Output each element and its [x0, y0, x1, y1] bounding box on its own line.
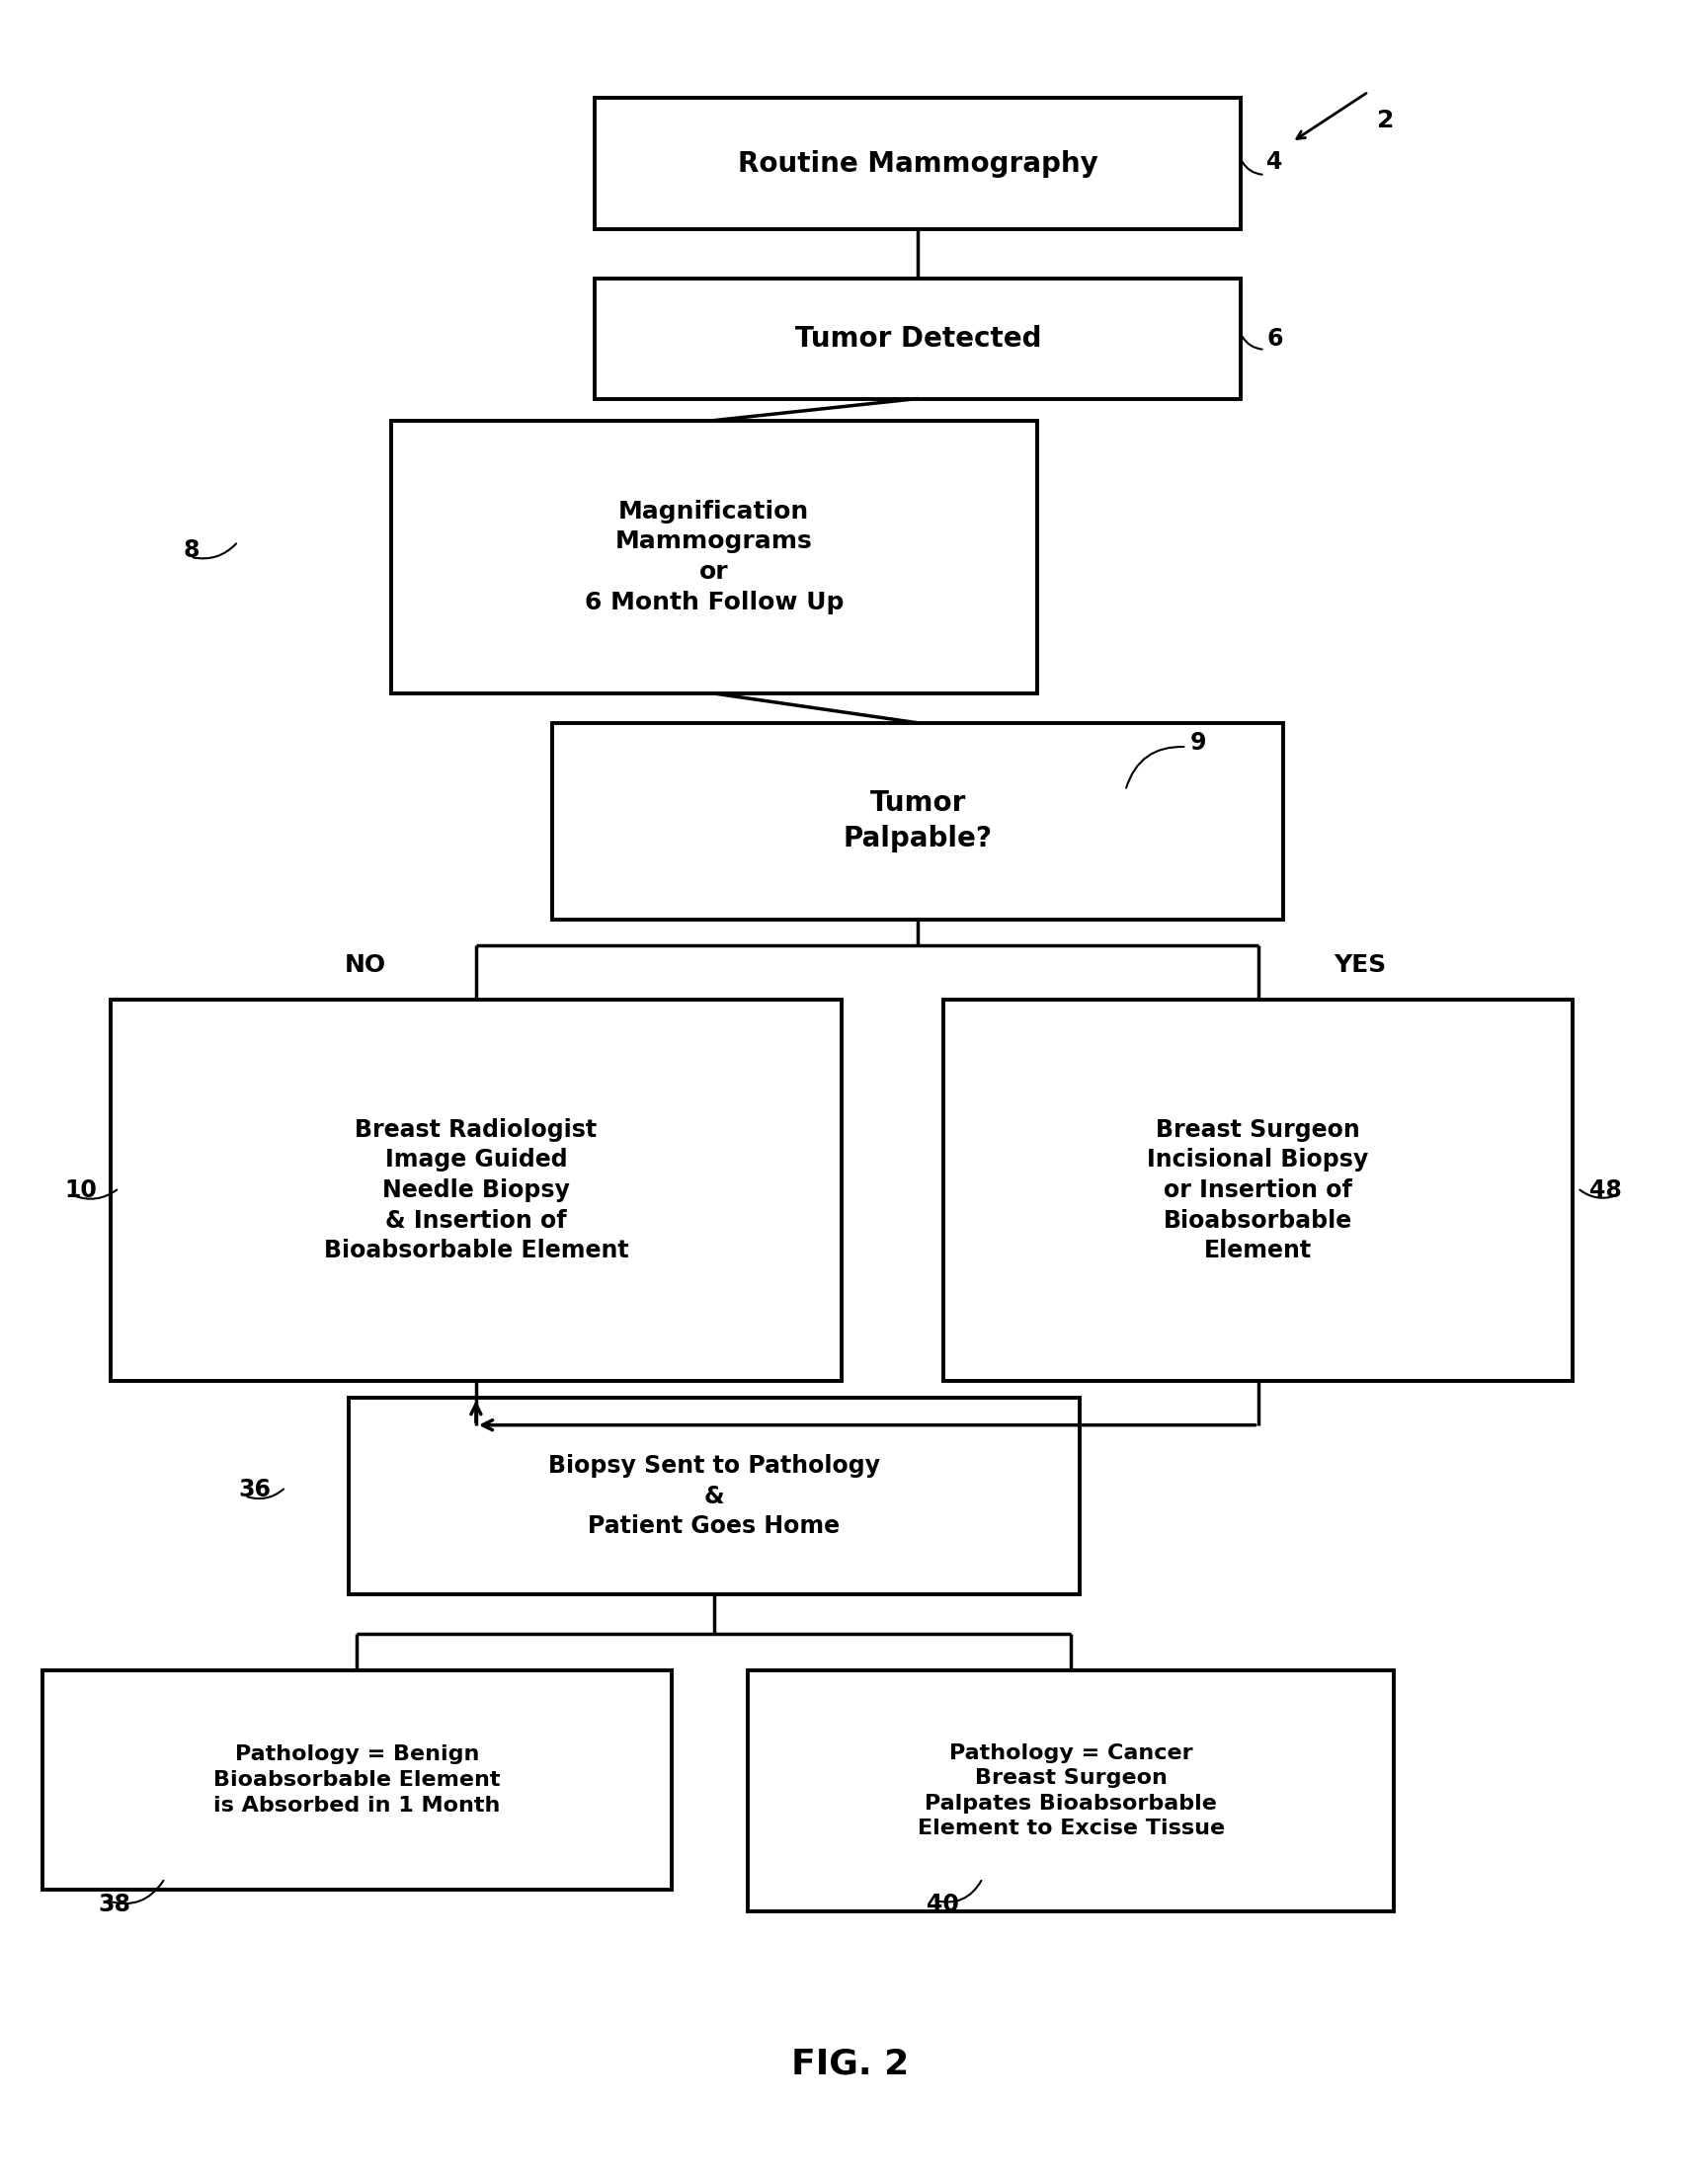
Bar [43, 1671, 672, 1889]
Bar [111, 1000, 842, 1380]
Text: 2: 2 [1377, 109, 1394, 131]
Text: 9: 9 [1190, 732, 1207, 753]
Bar [595, 277, 1241, 397]
Text: Tumor Detected: Tumor Detected [796, 325, 1040, 352]
Text: 4: 4 [1266, 151, 1284, 173]
Text: FIG. 2: FIG. 2 [790, 2046, 910, 2081]
Text: Pathology = Benign
Bioabsorbable Element
is Absorbed in 1 Month: Pathology = Benign Bioabsorbable Element… [214, 1745, 500, 1815]
Text: Breast Radiologist
Image Guided
Needle Biopsy
& Insertion of
Bioabsorbable Eleme: Breast Radiologist Image Guided Needle B… [323, 1118, 629, 1262]
Text: Magnification
Mammograms
or
6 Month Follow Up: Magnification Mammograms or 6 Month Foll… [585, 500, 843, 614]
Text: YES: YES [1335, 954, 1386, 976]
Bar [348, 1398, 1080, 1594]
Text: NO: NO [345, 954, 386, 976]
Bar [552, 723, 1284, 919]
Text: 10: 10 [65, 1179, 97, 1201]
Text: Breast Surgeon
Incisional Biopsy
or Insertion of
Bioabsorbable
Element: Breast Surgeon Incisional Biopsy or Inse… [1148, 1118, 1369, 1262]
Text: 36: 36 [238, 1479, 270, 1500]
Text: Routine Mammography: Routine Mammography [738, 151, 1098, 177]
Text: Tumor
Palpable?: Tumor Palpable? [843, 791, 993, 852]
Text: 40: 40 [926, 1894, 959, 1915]
Text: 48: 48 [1590, 1179, 1622, 1201]
Text: Pathology = Cancer
Breast Surgeon
Palpates Bioabsorbable
Element to Excise Tissu: Pathology = Cancer Breast Surgeon Palpat… [918, 1743, 1224, 1839]
Bar [595, 98, 1241, 229]
Bar [391, 419, 1037, 695]
Bar [748, 1671, 1394, 1911]
Text: 38: 38 [99, 1894, 131, 1915]
Text: 6: 6 [1266, 328, 1284, 349]
Text: 8: 8 [184, 539, 201, 561]
Text: Biopsy Sent to Pathology
&
Patient Goes Home: Biopsy Sent to Pathology & Patient Goes … [547, 1455, 881, 1538]
Bar [944, 1000, 1573, 1380]
